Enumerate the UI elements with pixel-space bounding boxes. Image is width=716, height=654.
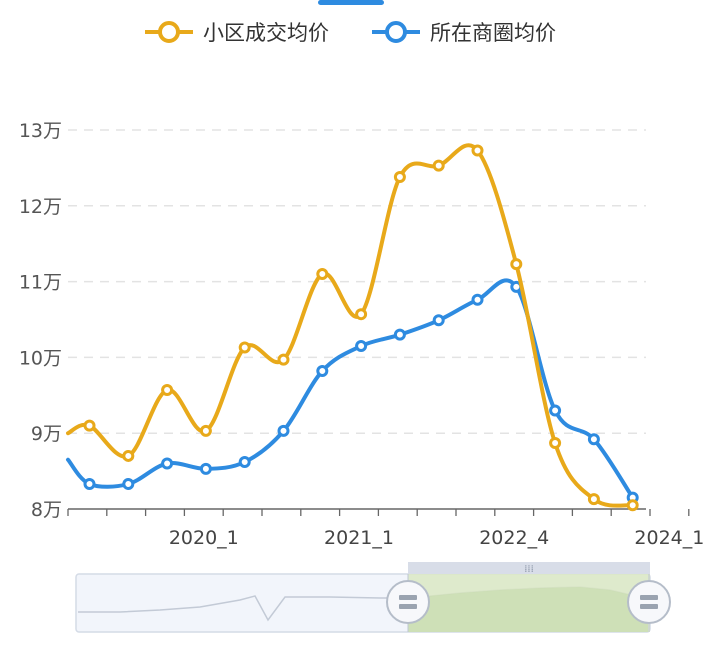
legend-label-complex: 小区成交均价 [203,21,329,45]
data-point[interactable] [316,365,329,378]
x-tick-label: 2021_1 [324,527,394,549]
x-tick-label: 2024_1 [634,527,704,549]
series-district [66,278,639,504]
data-point[interactable] [316,268,329,281]
data-point[interactable] [83,477,96,490]
series-line [66,143,635,508]
zoom-move-handle[interactable] [408,562,650,574]
data-point[interactable] [587,433,600,446]
y-tick-label: 10万 [19,347,62,369]
data-point[interactable] [432,314,445,327]
data-point[interactable] [238,456,251,469]
series-layer [66,143,639,512]
data-point[interactable] [238,341,251,354]
data-point[interactable] [122,477,135,490]
data-point[interactable] [277,353,290,366]
data-point[interactable] [432,159,445,172]
tab-indicator [318,0,384,5]
left-handle-grip-icon [399,595,417,600]
x-axis-ticks: 2020_1 2021_1 2022_4 2024_1 [67,509,704,549]
y-tick-label: 11万 [19,272,62,294]
zoom-selected-area [408,587,648,632]
y-tick-label: 9万 [31,423,62,445]
data-point[interactable] [83,419,96,432]
y-tick-label: 12万 [19,196,62,218]
data-point[interactable] [471,293,484,306]
data-point[interactable] [122,449,135,462]
y-axis-ticks: 8万 9万 10万 11万 12万 13万 [19,120,62,521]
move-handle-grip-icon: ⁞⁞⁞ [524,564,534,575]
x-tick-label: 2020_1 [169,527,239,549]
right-handle-grip-icon [640,595,658,600]
data-point[interactable] [199,424,212,437]
data-point[interactable] [510,258,523,271]
data-point[interactable] [549,437,562,450]
data-point[interactable] [393,170,406,183]
data-point[interactable] [471,144,484,157]
data-point[interactable] [355,340,368,353]
legend-item-district[interactable]: 所在商圈均价 [372,21,556,45]
legend-item-complex[interactable]: 小区成交均价 [145,21,329,45]
zoom-right-handle[interactable] [627,574,671,632]
data-point[interactable] [199,462,212,475]
data-point[interactable] [277,424,290,437]
y-tick-label: 13万 [19,120,62,142]
data-point[interactable] [626,499,639,512]
series-complex [66,143,639,512]
y-tick-label: 8万 [31,499,62,521]
legend-label-district: 所在商圈均价 [430,21,556,45]
legend: 小区成交均价 所在商圈均价 [145,21,556,45]
data-point[interactable] [355,308,368,321]
zoom-left-handle[interactable] [386,574,430,632]
data-point[interactable] [587,493,600,506]
data-point[interactable] [549,404,562,417]
data-zoom-slider[interactable]: ⁞⁞⁞ [75,562,671,633]
grid-lines [68,129,646,434]
x-tick-label: 2022_4 [479,527,549,549]
data-point[interactable] [161,457,174,470]
data-point[interactable] [393,328,406,341]
data-point[interactable] [161,383,174,396]
